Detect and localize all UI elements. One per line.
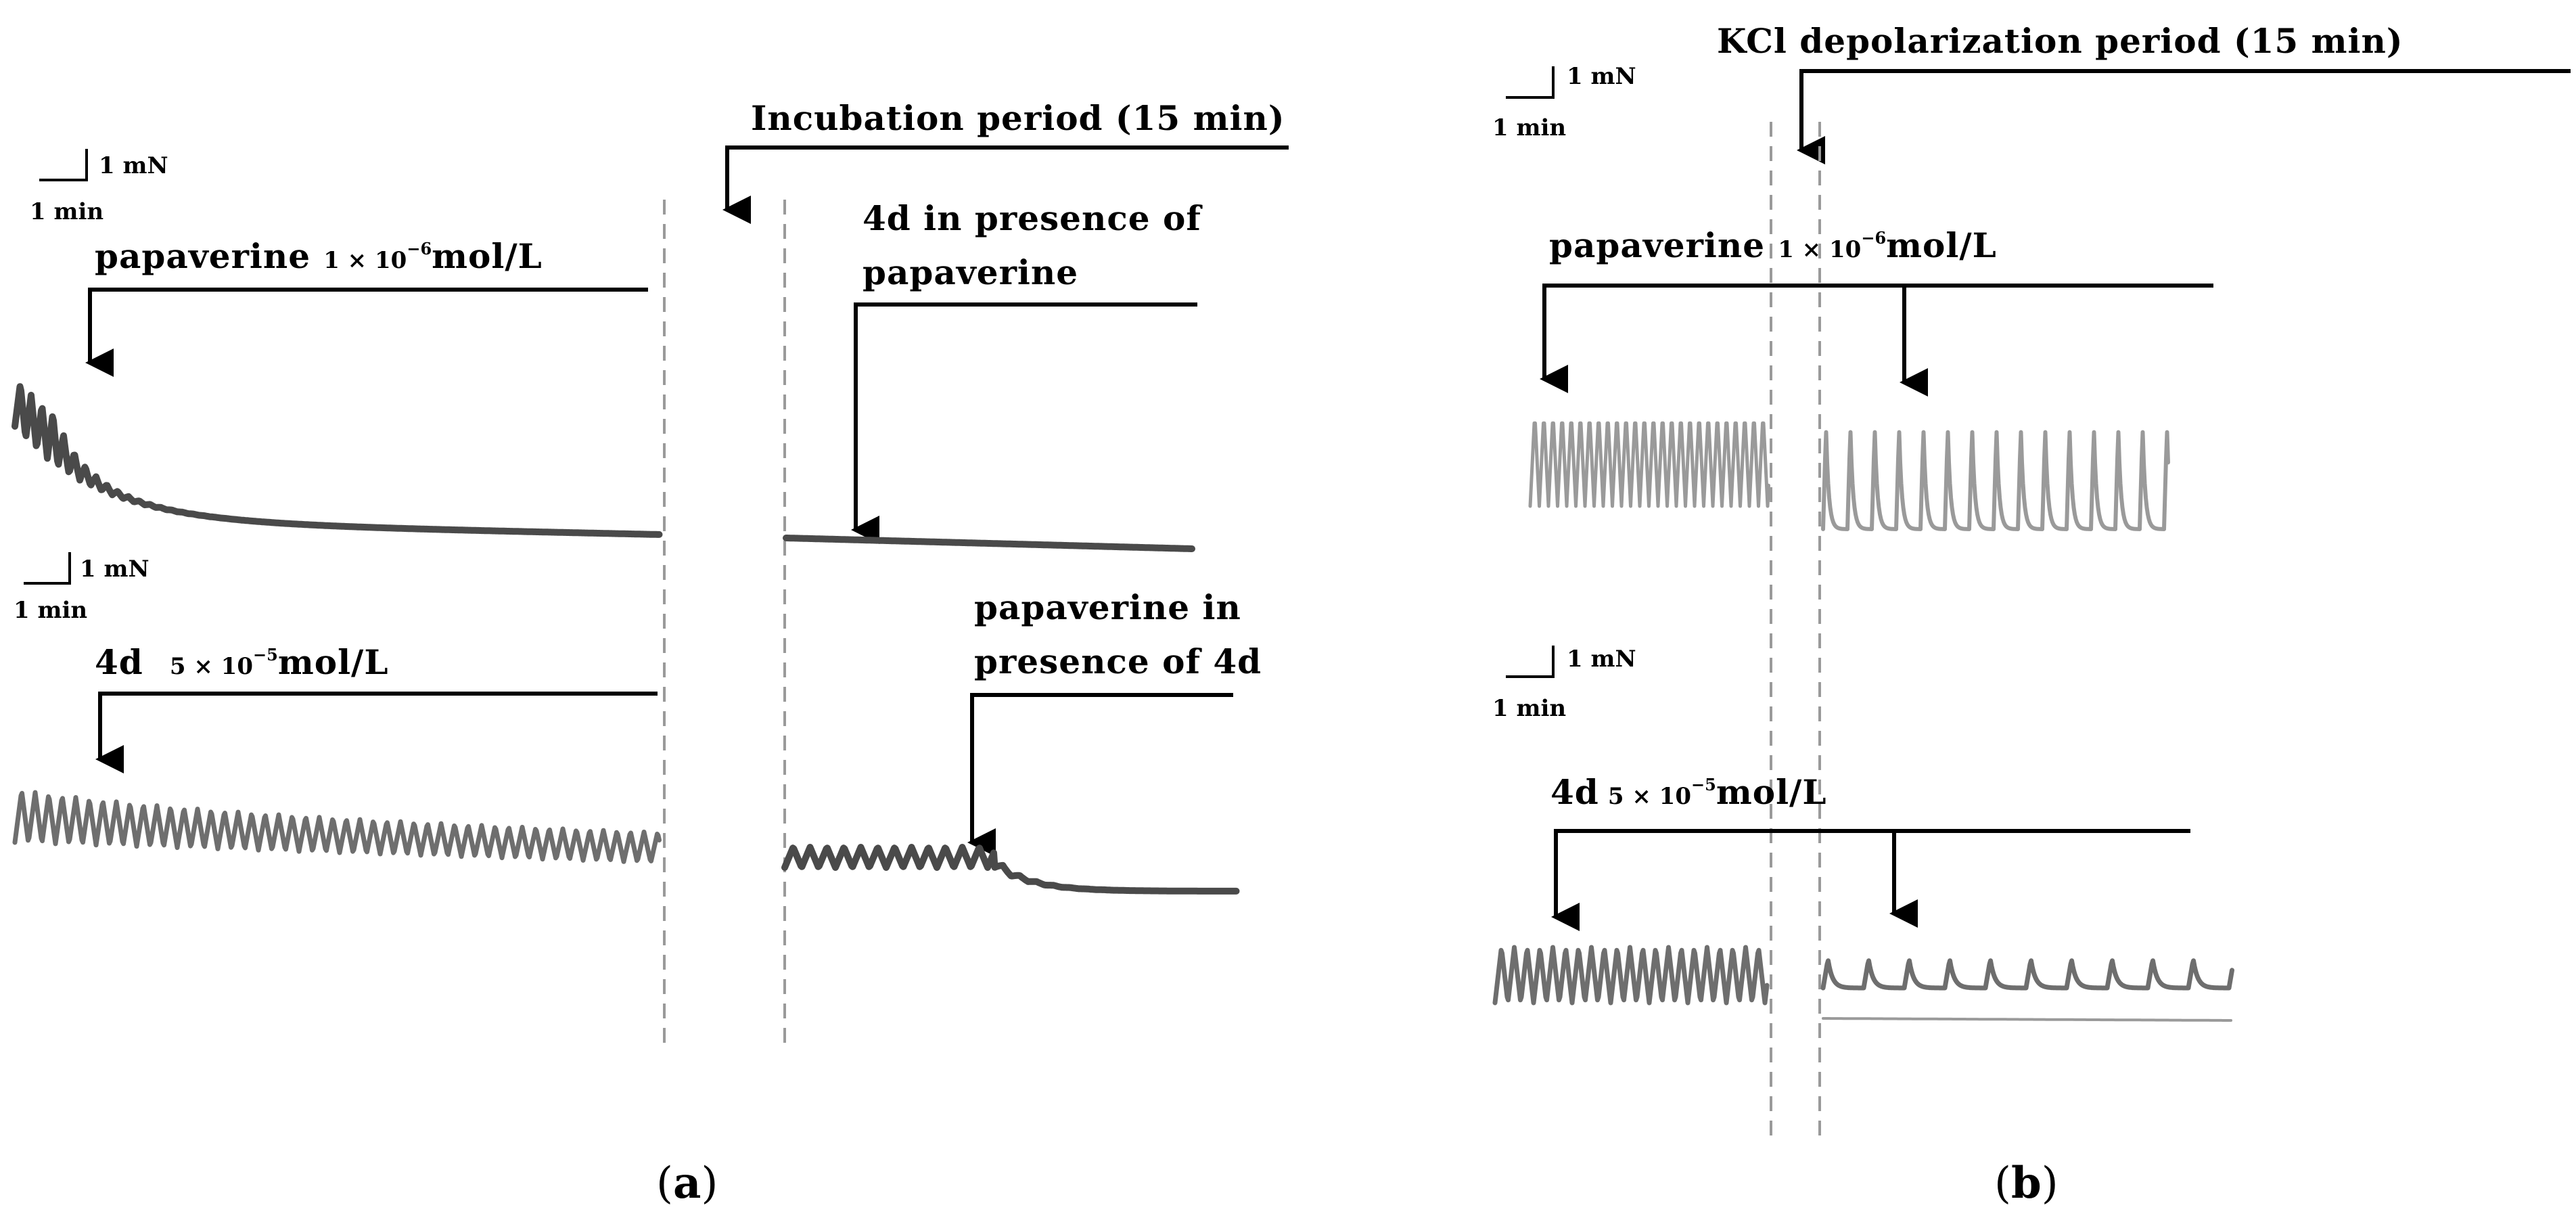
combo-top-line2: papaverine [862,252,1078,292]
papaverine-kcl-bracket [1540,284,2213,393]
kcl-period-label: KCl depolarization period (15 min) [1717,21,2404,61]
kcl-bracket [1797,69,2571,164]
panel-a: 1 mN 1 min papaverine 1 × 10−6mol/L Incu… [12,98,1289,1209]
trace-papaverine-post-kcl [1821,430,2170,531]
scale-force-label: 1 mN [1567,63,1636,90]
scale-time-label: 1 min [14,597,87,624]
scale-time-label: 1 min [30,198,104,225]
trace-papaverine-control [12,383,663,538]
panel-b: 1 mN 1 min KCl depolarization period (15… [1492,21,2571,1209]
compound-4d-kcl-bracket [1551,829,2190,931]
papaverine-kcl-label: papaverine 1 × 10−6mol/L [1549,225,1997,265]
scale-bar-a-top: 1 mN 1 min [30,149,168,225]
combo-bottom-bracket [967,693,1233,857]
combo-bottom-line2: presence of 4d [974,641,1262,681]
incubation-bracket [722,145,1289,224]
trace-papaverine-after-4d [781,844,1240,895]
combo-top-line1: 4d in presence of [862,198,1203,238]
compound-4d-kcl-label: 4d 5 × 10−5mol/L [1550,772,1826,812]
papaverine-control-bracket [85,288,648,377]
combo-top-bracket [851,302,1197,544]
scale-force-label: 1 mN [80,556,150,583]
papaverine-control-label: papaverine 1 × 10−6mol/L [95,236,543,276]
scale-time-label: 1 min [1492,114,1566,141]
compound-4d-control-bracket [95,692,658,773]
scale-force-label: 1 mN [1567,646,1636,673]
scale-bar-b-bottom: 1 mN 1 min [1492,646,1636,722]
compound-4d-control-label: 4d 5 × 10−5mol/L [95,642,388,682]
scale-time-label: 1 min [1492,695,1566,722]
trace-4d-pre-kcl [1492,945,1770,1006]
scale-bar-a-bottom: 1 mN 1 min [14,552,150,624]
panel-b-caption: (b) [1994,1158,2058,1209]
trace-4d-post-kcl-baseline [1822,1017,2232,1022]
panel-a-caption: (a) [656,1158,718,1209]
scale-bar-b-top: 1 mN 1 min [1492,63,1636,141]
incubation-period-label: Incubation period (15 min) [751,98,1285,138]
scale-force-label: 1 mN [99,152,168,179]
trace-4d-post-kcl [1820,958,2234,991]
trace-4d-after-papaverine [783,535,1195,552]
combo-bottom-line1: papaverine in [974,587,1241,627]
trace-papaverine-pre-kcl [1528,421,1770,508]
trace-4d-control [12,790,662,864]
